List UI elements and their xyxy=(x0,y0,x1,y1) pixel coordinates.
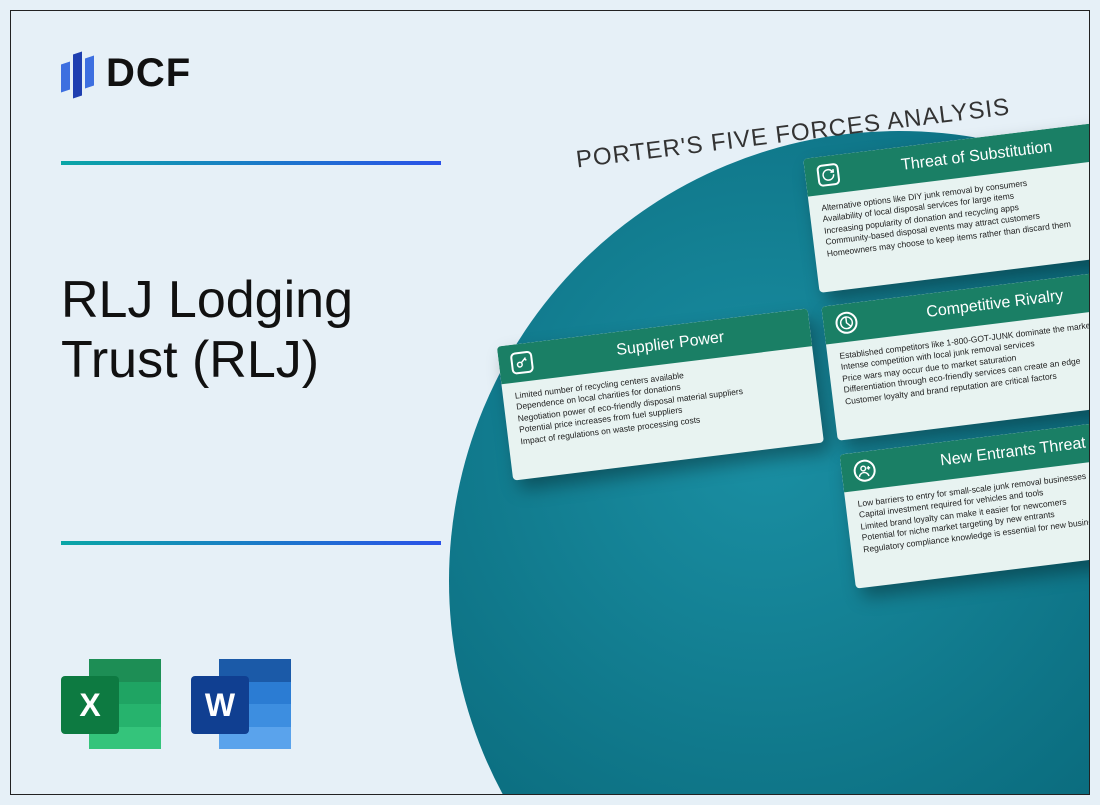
force-card-rivalry: Competitive Rivalry Established competit… xyxy=(821,269,1090,441)
divider-top xyxy=(61,161,441,165)
force-card-substitution: Threat of Substitution Alternative optio… xyxy=(803,121,1090,293)
excel-letter: X xyxy=(61,676,119,734)
logo-bars-icon xyxy=(61,49,94,97)
word-icon[interactable]: W xyxy=(191,654,291,754)
page-title: RLJ Lodging Trust (RLJ) xyxy=(61,271,481,391)
key-icon xyxy=(510,350,535,375)
divider-bottom xyxy=(61,541,441,545)
force-card-supplier: Supplier Power Limited number of recycli… xyxy=(497,308,824,480)
logo-text: DCF xyxy=(106,51,191,96)
user-add-icon xyxy=(852,458,877,483)
word-letter: W xyxy=(191,676,249,734)
logo: DCF xyxy=(61,49,191,97)
five-forces-diagram: PORTER'S FIVE FORCES ANALYSIS Threat of … xyxy=(474,81,1090,628)
pie-icon xyxy=(834,311,859,336)
app-icons: X W xyxy=(61,654,291,754)
refresh-icon xyxy=(816,163,841,188)
excel-icon[interactable]: X xyxy=(61,654,161,754)
force-card-entrants: New Entrants Threat Low barriers to entr… xyxy=(840,416,1090,588)
infographic-frame: DCF RLJ Lodging Trust (RLJ) X W PORTER'S… xyxy=(10,10,1090,795)
